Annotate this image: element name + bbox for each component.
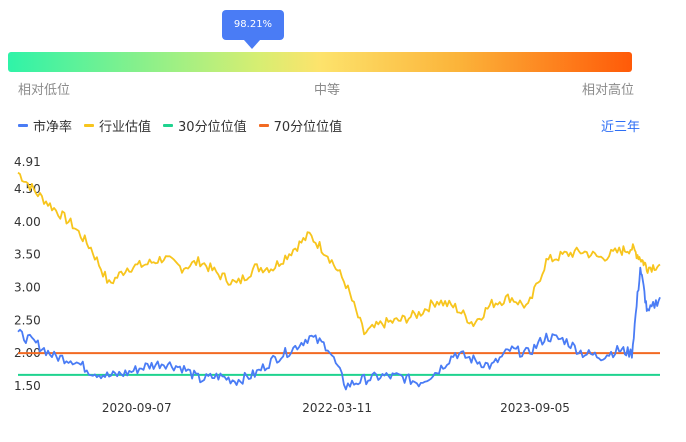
legend-label-p30: 30分位位值 bbox=[178, 120, 247, 135]
x-tick-label: 2023-09-05 bbox=[500, 401, 570, 415]
chart-legend: 市净率 行业估值 30分位位值 70分位位值 bbox=[18, 116, 354, 135]
scale-label-high: 相对高位 bbox=[582, 83, 635, 98]
y-tick-label: 2.50 bbox=[14, 313, 41, 327]
period-selector[interactable]: 近三年 bbox=[600, 120, 640, 135]
tooltip-pointer bbox=[244, 40, 260, 49]
legend-item-pb[interactable]: 市净率 bbox=[18, 116, 72, 135]
y-tick-label: 3.00 bbox=[14, 280, 41, 294]
legend-swatch-p30 bbox=[163, 124, 174, 127]
y-tick-label: 4.50 bbox=[14, 182, 41, 196]
legend-label-p70: 70分位位值 bbox=[273, 120, 343, 135]
legend-item-p70[interactable]: 70分位位值 bbox=[258, 116, 343, 135]
legend-label-industry: 行业估值 bbox=[99, 120, 152, 135]
legend-swatch-industry bbox=[84, 124, 95, 127]
percentile-gradient-bar bbox=[8, 52, 632, 72]
y-tick-label: 4.00 bbox=[14, 215, 41, 229]
scale-label-low: 相对低位 bbox=[18, 83, 71, 98]
series-pb bbox=[17, 266, 661, 391]
scale-label-mid: 中等 bbox=[314, 83, 341, 98]
series-line bbox=[17, 171, 661, 336]
y-tick-label: 3.50 bbox=[14, 248, 41, 262]
legend-item-p30[interactable]: 30分位位值 bbox=[163, 116, 247, 135]
y-tick-label: 1.50 bbox=[14, 379, 41, 393]
legend-label-pb: 市净率 bbox=[33, 120, 73, 135]
series-line bbox=[17, 266, 661, 391]
legend-swatch-pb bbox=[18, 124, 28, 127]
x-tick-label: 2022-03-11 bbox=[302, 401, 372, 415]
y-tick-label: 4.91 bbox=[14, 155, 41, 169]
series-industry bbox=[17, 171, 661, 336]
legend-item-industry[interactable]: 行业估值 bbox=[84, 116, 151, 135]
x-tick-label: 2020-09-07 bbox=[102, 401, 172, 415]
legend-swatch-p70 bbox=[258, 124, 269, 127]
percentile-tooltip: 98.21% bbox=[222, 10, 284, 40]
